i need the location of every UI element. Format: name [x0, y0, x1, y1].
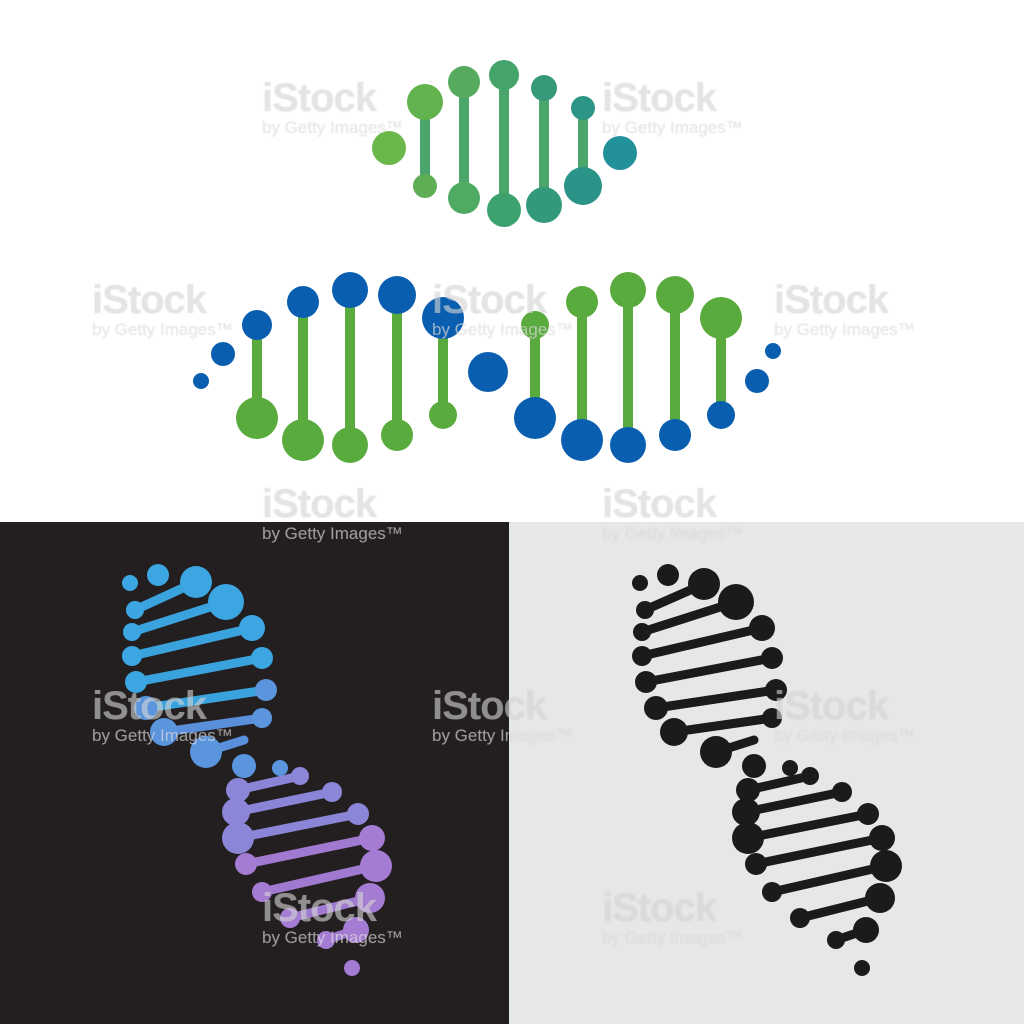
blue-green-dna-helix — [193, 272, 781, 463]
black-dna-helix — [632, 564, 902, 976]
light-panel — [509, 522, 1024, 1024]
blue-violet-dna-helix — [122, 564, 392, 976]
green-teal-dna-helix — [372, 60, 637, 227]
dark-panel — [0, 522, 509, 1024]
